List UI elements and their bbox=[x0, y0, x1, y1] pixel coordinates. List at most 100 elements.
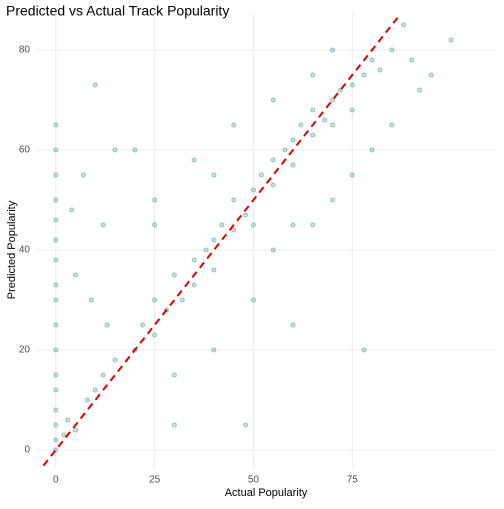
point bbox=[65, 417, 71, 423]
point bbox=[270, 97, 276, 103]
y-tick-label: 20 bbox=[19, 345, 31, 356]
point bbox=[243, 422, 249, 428]
point bbox=[389, 47, 395, 53]
point bbox=[132, 147, 138, 153]
point bbox=[231, 122, 237, 128]
point bbox=[250, 297, 256, 303]
point bbox=[191, 282, 197, 288]
y-tick-label: 40 bbox=[19, 245, 31, 256]
point bbox=[84, 397, 90, 403]
point bbox=[250, 222, 256, 228]
point bbox=[258, 172, 264, 178]
point bbox=[310, 107, 316, 113]
point bbox=[100, 372, 106, 378]
point bbox=[231, 197, 237, 203]
x-axis-title: Actual Popularity bbox=[225, 487, 308, 499]
x-tick-label: 0 bbox=[53, 475, 59, 486]
y-tick-label: 60 bbox=[19, 145, 31, 156]
point bbox=[270, 157, 276, 163]
point bbox=[53, 172, 59, 178]
point bbox=[191, 157, 197, 163]
point bbox=[152, 297, 158, 303]
point bbox=[211, 172, 217, 178]
point bbox=[152, 332, 158, 338]
point bbox=[53, 257, 59, 263]
point bbox=[409, 57, 415, 63]
point bbox=[377, 67, 383, 73]
point bbox=[290, 222, 296, 228]
grid bbox=[36, 14, 497, 468]
point bbox=[61, 432, 67, 438]
point bbox=[100, 222, 106, 228]
point bbox=[270, 182, 276, 188]
points bbox=[40, 14, 454, 468]
point bbox=[179, 297, 185, 303]
point bbox=[53, 322, 59, 328]
point bbox=[282, 147, 288, 153]
point bbox=[219, 222, 225, 228]
point bbox=[152, 197, 158, 203]
point bbox=[231, 227, 237, 233]
point bbox=[53, 237, 59, 243]
point bbox=[389, 122, 395, 128]
point bbox=[310, 72, 316, 78]
point bbox=[53, 347, 59, 353]
point bbox=[112, 357, 118, 363]
point bbox=[310, 222, 316, 228]
point bbox=[53, 147, 59, 153]
point bbox=[448, 37, 454, 43]
point bbox=[322, 117, 328, 123]
point bbox=[290, 162, 296, 168]
point bbox=[73, 427, 79, 433]
point bbox=[361, 72, 367, 78]
point bbox=[191, 257, 197, 263]
point bbox=[330, 97, 336, 103]
point bbox=[53, 422, 59, 428]
x-tick-label: 75 bbox=[347, 475, 359, 486]
point bbox=[88, 297, 94, 303]
point bbox=[73, 272, 79, 278]
point bbox=[53, 217, 59, 223]
point bbox=[270, 247, 276, 253]
point bbox=[243, 212, 249, 218]
y-tick-label: 80 bbox=[19, 45, 31, 56]
point bbox=[112, 147, 118, 153]
point bbox=[361, 347, 367, 353]
point bbox=[211, 237, 217, 243]
reference-line bbox=[40, 14, 402, 468]
x-tick-label: 25 bbox=[149, 475, 161, 486]
point bbox=[53, 372, 59, 378]
point bbox=[330, 122, 336, 128]
point bbox=[290, 137, 296, 143]
point bbox=[140, 322, 146, 328]
point bbox=[171, 422, 177, 428]
x-tick-label: 50 bbox=[248, 475, 260, 486]
point bbox=[53, 282, 59, 288]
point bbox=[298, 122, 304, 128]
y-axis-title: Predicted Popularity bbox=[6, 200, 18, 299]
point bbox=[53, 387, 59, 393]
chart-title: Predicted vs Actual Track Popularity bbox=[6, 3, 229, 19]
point bbox=[171, 272, 177, 278]
point bbox=[250, 187, 256, 193]
point bbox=[104, 322, 110, 328]
point bbox=[417, 87, 423, 93]
point bbox=[211, 347, 217, 353]
point bbox=[53, 407, 59, 413]
point bbox=[92, 387, 98, 393]
point bbox=[69, 207, 75, 213]
point bbox=[330, 197, 336, 203]
point bbox=[330, 47, 336, 53]
point bbox=[428, 72, 434, 78]
y-tick-label: 0 bbox=[24, 445, 30, 456]
point bbox=[369, 147, 375, 153]
point bbox=[152, 222, 158, 228]
point bbox=[349, 82, 355, 88]
point bbox=[92, 82, 98, 88]
point bbox=[53, 122, 59, 128]
point bbox=[369, 57, 375, 63]
point bbox=[53, 197, 59, 203]
point bbox=[203, 247, 209, 253]
point bbox=[53, 437, 59, 443]
